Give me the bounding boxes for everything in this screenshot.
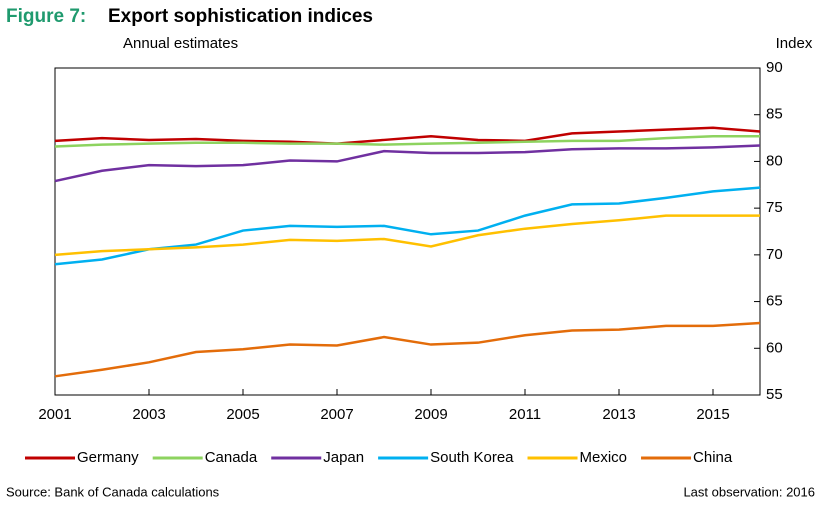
x-tick-label: 2001 <box>38 406 71 423</box>
y-tick-label: 90 <box>766 59 783 76</box>
series-line <box>54 186 761 266</box>
legend-label: Canada <box>205 449 258 466</box>
x-tick-label: 2005 <box>226 406 259 423</box>
y-tick-label: 60 <box>766 339 783 356</box>
legend-label: Germany <box>77 449 139 466</box>
x-tick-label: 2013 <box>602 406 635 423</box>
x-tick-label: 2007 <box>320 406 353 423</box>
x-tick-label: 2011 <box>509 406 541 423</box>
series-line <box>54 214 760 257</box>
legend-label: South Korea <box>430 449 514 466</box>
source-note: Source: Bank of Canada calculations <box>6 484 220 499</box>
chart-title: Export sophistication indices <box>108 6 373 27</box>
legend-label: Japan <box>323 449 364 466</box>
y-tick-label: 85 <box>766 106 783 123</box>
y-tick-label: 70 <box>766 246 783 263</box>
y-axis-label: Index <box>776 35 813 52</box>
last-observation-note: Last observation: 2016 <box>683 484 815 499</box>
y-tick-label: 80 <box>766 152 783 169</box>
y-tick-label: 55 <box>766 386 783 403</box>
plot-frame <box>54 67 761 396</box>
legend-label: Mexico <box>580 449 628 466</box>
y-tick-label: 75 <box>766 199 783 216</box>
x-tick-label: 2015 <box>696 406 729 423</box>
x-tick-label: 2009 <box>414 406 447 423</box>
y-tick-label: 65 <box>766 293 783 310</box>
series-line <box>54 126 761 145</box>
series-line <box>54 144 761 183</box>
figure-label: Figure 7: <box>6 6 86 27</box>
chart-subtitle: Annual estimates <box>123 35 238 52</box>
series-line <box>54 321 761 378</box>
series-line <box>54 134 760 148</box>
x-tick-label: 2003 <box>132 406 165 423</box>
legend-label: China <box>693 449 733 466</box>
